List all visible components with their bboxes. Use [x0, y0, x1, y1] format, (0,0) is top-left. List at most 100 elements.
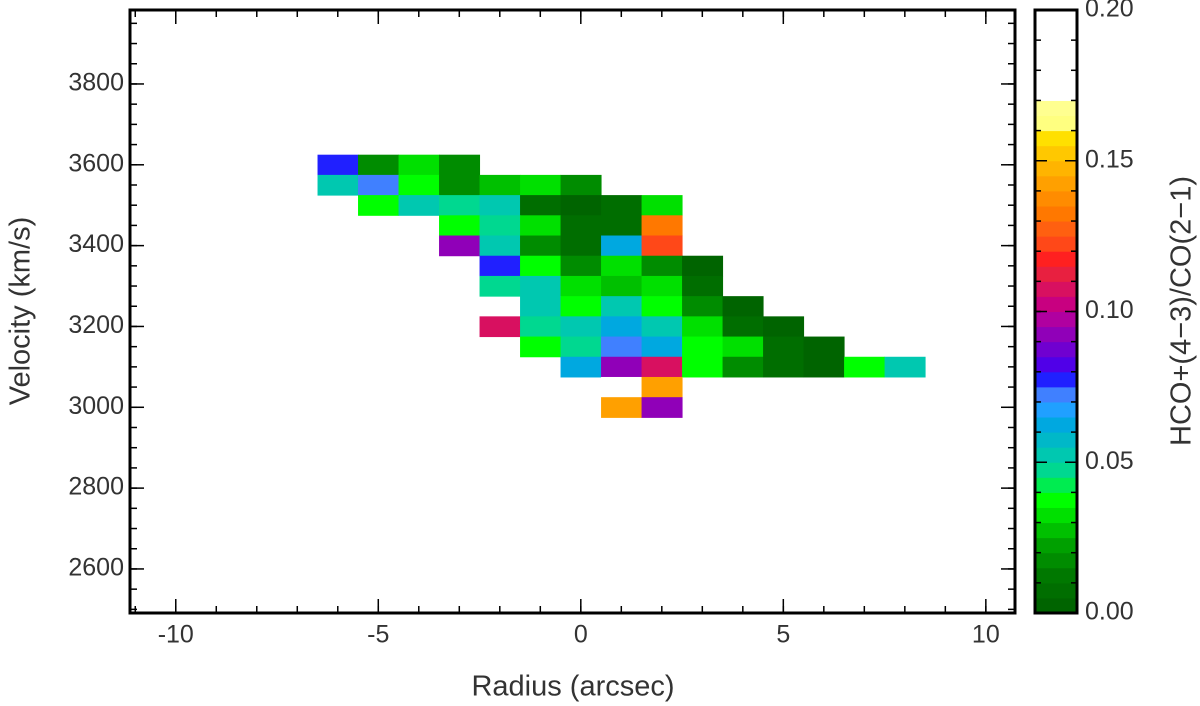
colorbar-band	[1035, 251, 1077, 267]
cell	[479, 215, 521, 237]
cell	[682, 336, 724, 358]
cell	[439, 154, 481, 176]
cell	[520, 336, 562, 358]
x-tick-label: 5	[776, 621, 790, 649]
colorbar-band	[1035, 145, 1077, 162]
cell	[641, 275, 683, 297]
x-tick-label: -5	[367, 621, 389, 649]
colorbar-band	[1035, 552, 1077, 569]
colorbar-label: HCO+(4−3)/CO(2−1)	[1166, 176, 1198, 446]
cell	[439, 215, 481, 237]
cell	[641, 255, 683, 277]
cell	[560, 174, 602, 196]
colorbar-band	[1035, 281, 1077, 297]
cell	[682, 296, 724, 317]
colorbar-tick-label: 0.10	[1085, 296, 1134, 324]
colorbar-band	[1035, 462, 1077, 478]
cell	[641, 316, 683, 338]
colorbar-band	[1035, 115, 1077, 132]
colorbar-band	[1035, 371, 1077, 388]
cell	[803, 336, 845, 358]
cell	[601, 275, 643, 297]
cell	[682, 356, 724, 378]
cell	[601, 195, 643, 216]
y-tick-label: 3600	[68, 149, 124, 177]
x-axis-label: Radius (arcsec)	[471, 671, 674, 703]
cell	[520, 215, 562, 237]
cell	[763, 316, 805, 338]
cell	[439, 195, 481, 216]
cell	[520, 275, 562, 297]
cell	[601, 336, 643, 358]
cell	[560, 235, 602, 257]
colorbar-band	[1035, 130, 1077, 147]
cell	[560, 336, 602, 358]
cell	[520, 255, 562, 277]
cell	[722, 296, 764, 317]
colorbar-band	[1035, 492, 1077, 508]
colorbar-tick-label: 0.00	[1085, 598, 1134, 626]
cell	[601, 215, 643, 237]
cell	[560, 356, 602, 378]
x-tick-label: 10	[972, 621, 1000, 649]
cell	[520, 316, 562, 338]
cell	[763, 356, 805, 378]
cell	[479, 174, 521, 196]
cell	[601, 296, 643, 317]
cell	[601, 255, 643, 277]
cell	[560, 255, 602, 277]
cell	[520, 296, 562, 317]
cell	[317, 174, 359, 196]
cell	[317, 154, 359, 176]
colorbar-band	[1035, 100, 1077, 117]
cell	[398, 174, 440, 196]
colorbar-band	[1035, 296, 1077, 312]
colorbar-band	[1035, 401, 1077, 418]
cell	[358, 154, 400, 176]
colorbar-band	[1035, 160, 1077, 177]
colorbar-band	[1035, 522, 1077, 539]
y-tick-label: 3800	[68, 69, 124, 97]
cell	[682, 275, 724, 297]
cell	[479, 316, 521, 338]
cell	[560, 215, 602, 237]
colorbar-band	[1035, 25, 1077, 41]
cell	[641, 195, 683, 216]
colorbar-band	[1035, 567, 1077, 584]
colorbar-band	[1035, 85, 1077, 101]
cell	[722, 356, 764, 378]
colorbar-band	[1035, 221, 1077, 237]
cell	[641, 376, 683, 398]
cell	[763, 336, 805, 358]
cell	[682, 255, 724, 277]
cell	[722, 336, 764, 358]
colorbar-band	[1035, 175, 1077, 192]
cell	[641, 215, 683, 237]
colorbar-tick-label: 0.20	[1085, 0, 1134, 23]
cell	[641, 336, 683, 358]
colorbar-band	[1035, 507, 1077, 524]
cell	[601, 397, 643, 418]
colorbar-band	[1035, 477, 1077, 493]
colorbar-band	[1035, 205, 1077, 222]
cell	[479, 235, 521, 257]
colorbar-band	[1035, 40, 1077, 56]
y-tick-label: 3200	[68, 311, 124, 339]
colorbar-band	[1035, 70, 1077, 86]
colorbar-band	[1035, 356, 1077, 373]
cell	[560, 296, 602, 317]
cell	[479, 255, 521, 277]
cell	[601, 376, 643, 398]
cell	[803, 356, 845, 378]
colorbar-band	[1035, 10, 1077, 26]
x-tick-label: -10	[158, 621, 194, 649]
colorbar-band	[1035, 447, 1077, 463]
cell	[439, 235, 481, 257]
colorbar-band	[1035, 537, 1077, 554]
y-tick-label: 3000	[68, 392, 124, 420]
cell	[479, 275, 521, 297]
colorbar-band	[1035, 311, 1077, 328]
cell	[884, 356, 926, 378]
cell	[520, 195, 562, 216]
cell	[641, 356, 683, 378]
